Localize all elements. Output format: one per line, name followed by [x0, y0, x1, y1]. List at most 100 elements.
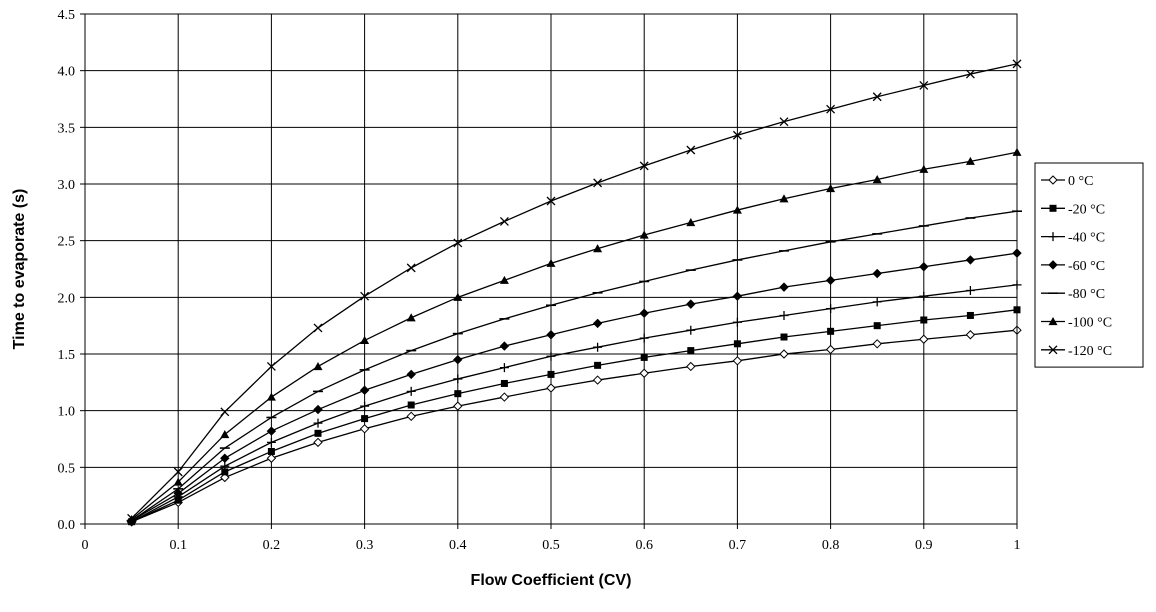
data-point — [547, 370, 555, 378]
legend-label: -20 °C — [1068, 202, 1105, 217]
data-point — [639, 368, 649, 378]
data-point — [639, 308, 649, 318]
y-tick-label: 1.0 — [58, 405, 76, 420]
data-point — [872, 92, 882, 102]
x-tick-label: 0.1 — [169, 538, 187, 553]
series-line — [131, 284, 1018, 523]
data-point — [220, 429, 230, 439]
data-point — [732, 317, 742, 327]
data-point — [687, 347, 695, 355]
x-tick-label: 0.6 — [635, 538, 653, 553]
data-point — [406, 313, 416, 322]
data-point — [360, 291, 370, 301]
data-point — [173, 488, 183, 499]
data-point — [732, 205, 742, 214]
data-point — [733, 340, 741, 348]
data-point — [780, 333, 788, 341]
x-tick-label: 0.8 — [822, 538, 840, 553]
data-point — [686, 145, 696, 155]
data-point — [825, 344, 836, 355]
data-point — [779, 117, 789, 127]
legend-item: -20 °C — [1041, 202, 1105, 217]
plot-frame — [84, 13, 1018, 525]
data-point — [593, 178, 603, 188]
data-point — [220, 472, 230, 483]
data-point — [266, 362, 276, 371]
data-point — [267, 447, 275, 455]
data-point — [406, 263, 416, 273]
data-point — [594, 361, 602, 369]
y-axis-title: Time to evaporate (s) — [11, 189, 28, 350]
x-axis-title: Flow Coefficient (CV) — [471, 572, 632, 589]
series-line — [131, 151, 1018, 520]
data-point — [221, 468, 229, 476]
legend-label: 0 °C — [1068, 174, 1093, 189]
data-point — [639, 230, 649, 239]
series-6 — [127, 147, 1022, 524]
data-point — [546, 258, 556, 267]
data-point — [266, 453, 277, 463]
data-point — [546, 196, 556, 206]
data-point — [360, 401, 370, 411]
x-tick-label: 1 — [1014, 538, 1021, 553]
series-2 — [128, 306, 1021, 526]
x-tick-label: 0.7 — [729, 538, 747, 553]
y-tick-label: 3.0 — [58, 178, 76, 193]
series-line — [131, 252, 1018, 522]
data-point — [266, 426, 277, 436]
data-point — [313, 418, 323, 428]
data-point — [873, 322, 881, 330]
y-tick-label: 4.5 — [58, 8, 76, 23]
series-7 — [127, 59, 1022, 523]
data-point — [825, 275, 836, 286]
data-point — [966, 311, 974, 319]
legend-marker — [1048, 232, 1058, 242]
legend-marker — [1048, 260, 1058, 270]
data-point — [266, 437, 276, 447]
data-point — [313, 361, 323, 371]
data-point — [499, 275, 509, 284]
data-point — [592, 318, 603, 329]
data-point — [314, 429, 322, 437]
x-tick-label: 0.4 — [449, 538, 467, 553]
data-point — [453, 292, 463, 301]
data-point — [965, 156, 975, 165]
data-point — [872, 268, 882, 279]
x-tick-label: 0.9 — [915, 538, 933, 553]
data-point — [920, 316, 928, 324]
data-point — [546, 351, 556, 361]
data-point — [313, 323, 323, 333]
data-point — [546, 330, 556, 340]
data-point — [453, 401, 463, 411]
data-point — [361, 415, 369, 423]
data-point — [313, 404, 323, 415]
data-point — [173, 477, 183, 486]
series-1 — [126, 325, 1022, 527]
legend-item: 0 °C — [1041, 174, 1093, 189]
y-tick-label: 4.0 — [58, 65, 76, 80]
data-point — [173, 467, 183, 477]
y-axis-ticks: 0.0 0.5 1.0 1.5 2.0 2.5 3.0 3.5 4.0 4.5 — [58, 8, 85, 533]
data-point — [127, 513, 137, 523]
legend-item: -80 °C — [1041, 287, 1105, 302]
data-point — [919, 80, 929, 90]
data-point — [872, 339, 882, 349]
data-point — [220, 407, 230, 417]
data-point — [919, 164, 929, 173]
data-point — [965, 286, 975, 296]
x-tick-label: 0.3 — [356, 538, 374, 553]
data-point — [359, 424, 370, 434]
data-point — [546, 383, 556, 393]
data-point — [779, 349, 789, 359]
legend-marker — [1049, 204, 1057, 212]
x-tick-label: 0.2 — [263, 538, 281, 553]
data-point — [454, 390, 462, 398]
data-point — [732, 356, 743, 366]
data-point — [220, 461, 230, 471]
data-point — [453, 374, 463, 384]
data-point — [686, 299, 696, 309]
y-tick-label: 0.5 — [58, 461, 76, 476]
data-point — [826, 184, 836, 193]
data-point — [779, 282, 789, 292]
data-point — [499, 341, 510, 351]
